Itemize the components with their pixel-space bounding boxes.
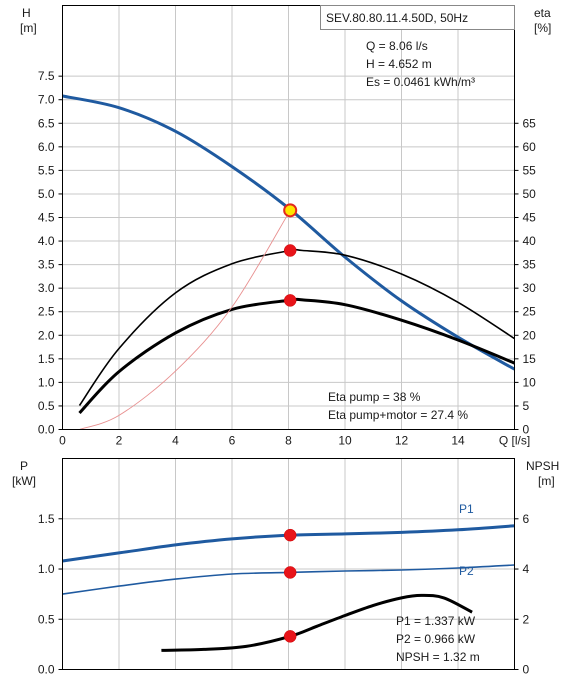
operating-point-head <box>283 203 298 218</box>
bottom-y-tick-label-left: 1.5 <box>38 512 55 526</box>
bottom-y-tick-label-right: 6 <box>523 512 530 526</box>
top-ylabel-right-2: [%] <box>534 21 551 35</box>
top-x-tick-label: 12 <box>395 434 409 448</box>
operating-point-p2 <box>283 566 297 579</box>
annotation-eta-pump-motor: Eta pump+motor = 27.4 % <box>328 408 468 422</box>
top-y-tick-label-right: 15 <box>523 352 537 366</box>
annotation-es: Es = 0.0461 kWh/m³ <box>366 75 475 89</box>
top-y-tick-label-left: 5.0 <box>38 187 55 201</box>
top-y-tick-label-left: 6.5 <box>38 116 55 130</box>
series-label-p1: P1 <box>459 502 474 516</box>
npsh-curve <box>161 593 473 652</box>
bottom-ylabel-right-2: [m] <box>538 474 555 488</box>
top-y-tick-label-right: 65 <box>523 116 537 130</box>
top-y-tick-label-left: 6.0 <box>38 140 55 154</box>
top-x-tick-label: 0 <box>59 434 66 448</box>
top-x-axis-label: Q [l/s] <box>499 434 530 448</box>
bottom-y-tick-label-right: 4 <box>523 562 530 576</box>
top-y-tick-label-right: 35 <box>523 258 537 272</box>
top-y-tick-label-left: 1.0 <box>38 375 55 389</box>
top-plot-frame <box>62 5 515 430</box>
top-y-tick-label-left: 3.5 <box>38 258 55 272</box>
system-curve <box>79 210 291 430</box>
bottom-y-tick-label-left: 0.5 <box>38 612 55 626</box>
top-y-tick-label-right: 40 <box>523 234 537 248</box>
annotation-p1: P1 = 1.337 kW <box>396 614 476 628</box>
top-ylabel-left-1: H <box>22 6 31 20</box>
top-y-tick-label-right: 55 <box>523 163 537 177</box>
top-y-tick-label-left: 4.0 <box>38 234 55 248</box>
operating-point-eta-pump-motor <box>283 294 297 307</box>
bottom-ylabel-right-1: NPSH <box>526 459 559 473</box>
bottom-y-tick-label-left: 0.0 <box>38 663 55 677</box>
top-y-tick-label-left: 1.5 <box>38 352 55 366</box>
annotation-eta-pump: Eta pump = 38 % <box>328 390 421 404</box>
top-y-tick-label-right: 60 <box>523 140 537 154</box>
bottom-ylabel-left-2: [kW] <box>12 474 36 488</box>
top-y-tick-label-left: 5.5 <box>38 163 55 177</box>
top-y-tick-label-left: 2.5 <box>38 305 55 319</box>
top-x-tick-label: 2 <box>116 434 123 448</box>
chart-title: SEV.80.80.11.4.50D, 50Hz <box>326 11 468 25</box>
annotation-h: H = 4.652 m <box>366 57 432 71</box>
title-box <box>320 5 515 30</box>
annotation-q: Q = 8.06 l/s <box>366 39 428 53</box>
top-y-tick-label-left: 4.5 <box>38 211 55 225</box>
top-ylabel-right-1: eta <box>534 6 551 20</box>
top-y-tick-label-right: 45 <box>523 211 537 225</box>
top-y-tick-label-left: 3.0 <box>38 281 55 295</box>
bottom-plot-frame <box>62 458 515 670</box>
top-y-tick-label-right: 20 <box>523 328 537 342</box>
operating-point-p1 <box>283 528 297 542</box>
top-y-tick-label-right: 30 <box>523 281 537 295</box>
top-y-tick-label-right: 5 <box>523 399 530 413</box>
top-ylabel-left-2: [m] <box>20 21 37 35</box>
top-y-tick-label-left: 2.0 <box>38 328 55 342</box>
top-y-tick-label-right: 0 <box>523 423 530 437</box>
bottom-ylabel-left-1: P <box>20 459 28 473</box>
top-x-tick-label: 14 <box>451 434 465 448</box>
annotation-npsh: NPSH = 1.32 m <box>396 650 480 664</box>
operating-point-npsh <box>283 630 297 643</box>
top-y-tick-label-left: 0.5 <box>38 399 55 413</box>
bottom-y-tick-label-left: 1.0 <box>38 562 55 576</box>
bottom-y-tick-label-right: 2 <box>523 612 530 626</box>
top-y-tick-label-left: 7.0 <box>38 93 55 107</box>
top-y-tick-label-left: 0.0 <box>38 423 55 437</box>
bottom-y-tick-label-right: 0 <box>523 663 530 677</box>
top-x-tick-label: 4 <box>172 434 179 448</box>
eta-pump-motor-curve <box>78 297 516 415</box>
top-y-tick-label-right: 10 <box>523 375 537 389</box>
top-y-tick-label-left: 7.5 <box>38 69 55 83</box>
top-x-tick-label: 8 <box>285 434 292 448</box>
top-x-tick-label: 10 <box>338 434 352 448</box>
top-y-tick-label-right: 50 <box>523 187 537 201</box>
series-label-p2: P2 <box>459 564 474 578</box>
top-y-tick-label-right: 25 <box>523 305 537 319</box>
top-x-tick-label: 6 <box>229 434 236 448</box>
annotation-p2: P2 = 0.966 kW <box>396 632 476 646</box>
operating-point-eta-pump <box>283 244 297 257</box>
